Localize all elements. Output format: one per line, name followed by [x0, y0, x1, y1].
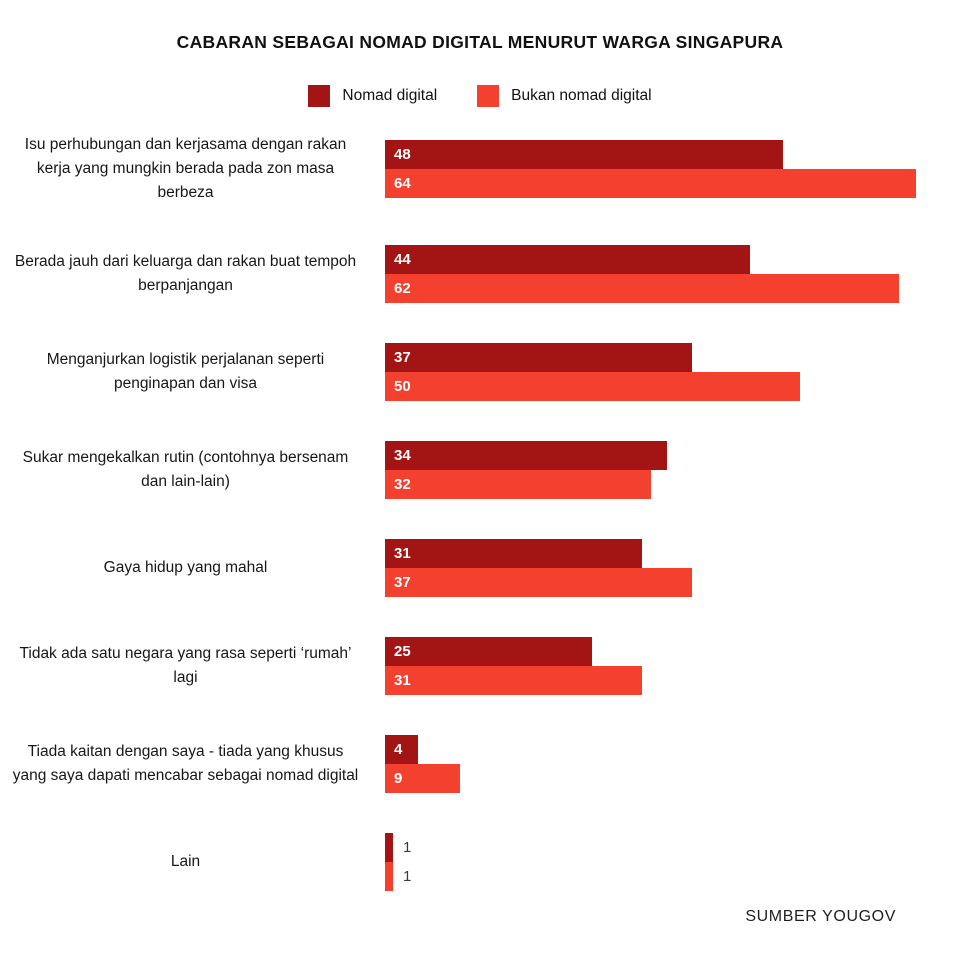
- bar-value: 37: [394, 574, 411, 592]
- legend-swatch-bukan: [477, 85, 500, 107]
- bar-value: 4: [394, 741, 403, 759]
- bar-nomad-digital: 44: [385, 245, 750, 275]
- bar-group: 44 62: [385, 245, 945, 304]
- category-label: Gaya hidup yang mahal: [103, 559, 268, 577]
- source-credit: SUMBER YOUGOV: [745, 908, 896, 925]
- bar-value: 64: [394, 175, 411, 193]
- bar-value: 32: [394, 476, 411, 494]
- category-label: Tiada kaitan dengan saya - tiada yang kh…: [12, 743, 359, 785]
- legend-label-nomad: Nomad digital: [342, 87, 438, 104]
- bar-value: 48: [394, 146, 411, 164]
- bar-nomad-digital: 34: [385, 441, 667, 471]
- chart-row: Sukar mengekalkan rutin (contohnya berse…: [0, 441, 960, 500]
- legend-label-bukan: Bukan nomad digital: [511, 87, 652, 104]
- bar-line: 44: [385, 245, 945, 275]
- bar-line: 50: [385, 372, 945, 402]
- bar-value: 50: [394, 378, 411, 396]
- legend: Nomad digital Bukan nomad digital: [0, 85, 960, 107]
- bar-line: 62: [385, 274, 945, 304]
- chart-row: Gaya hidup yang mahal 31 37: [0, 539, 960, 598]
- category-label: Lain: [170, 853, 201, 871]
- bar-nomad-digital: 4: [385, 735, 418, 765]
- bar-line: 48: [385, 140, 945, 170]
- bar-value: 62: [394, 280, 411, 298]
- bar-bukan-nomad-digital: 32: [385, 470, 651, 500]
- chart-row: Menganjurkan logistik perjalanan seperti…: [0, 343, 960, 402]
- bar-value: 1: [403, 868, 412, 886]
- category-label: Sukar mengekalkan rutin (contohnya berse…: [22, 449, 349, 491]
- bar-value: 25: [394, 643, 411, 661]
- bar-nomad-digital: [385, 833, 393, 863]
- bar-value: 44: [394, 251, 411, 269]
- bar-nomad-digital: 25: [385, 637, 592, 667]
- bar-line: 32: [385, 470, 945, 500]
- bar-line: 31: [385, 539, 945, 569]
- bar-line: 9: [385, 764, 945, 794]
- bar-line: 25: [385, 637, 945, 667]
- bar-bukan-nomad-digital: [385, 862, 393, 892]
- bar-bukan-nomad-digital: 62: [385, 274, 899, 304]
- legend-item-nomad-digital: Nomad digital: [308, 85, 437, 107]
- bar-line: 37: [385, 343, 945, 373]
- bar-group: 25 31: [385, 637, 945, 696]
- bar-group: 34 32: [385, 441, 945, 500]
- chart-row: Isu perhubungan dan kerjasama dengan rak…: [0, 133, 960, 205]
- legend-swatch-nomad: [308, 85, 331, 107]
- bar-line: 1: [385, 833, 945, 863]
- bar-value: 34: [394, 447, 411, 465]
- bar-value: 31: [394, 672, 411, 690]
- bar-bukan-nomad-digital: 50: [385, 372, 800, 402]
- category-label: Isu perhubungan dan kerjasama dengan rak…: [24, 136, 347, 202]
- bar-value: 31: [394, 545, 411, 563]
- bar-group: 48 64: [385, 140, 945, 199]
- chart-row: Tidak ada satu negara yang rasa seperti …: [0, 637, 960, 696]
- bar-line: 31: [385, 666, 945, 696]
- bar-line: 4: [385, 735, 945, 765]
- category-label: Menganjurkan logistik perjalanan seperti…: [46, 351, 325, 393]
- bar-group: 31 37: [385, 539, 945, 598]
- bar-line: 37: [385, 568, 945, 598]
- chart-title: CABARAN SEBAGAI NOMAD DIGITAL MENURUT WA…: [176, 32, 784, 52]
- bar-bukan-nomad-digital: 37: [385, 568, 692, 598]
- chart-row: Berada jauh dari keluarga dan rakan buat…: [0, 245, 960, 304]
- bar-line: 34: [385, 441, 945, 471]
- bar-value: 9: [394, 770, 403, 788]
- bar-nomad-digital: 37: [385, 343, 692, 373]
- category-label: Berada jauh dari keluarga dan rakan buat…: [14, 253, 357, 295]
- bar-value: 1: [403, 839, 412, 857]
- bar-line: 1: [385, 862, 945, 892]
- chart-row: Tiada kaitan dengan saya - tiada yang kh…: [0, 735, 960, 794]
- bar-bukan-nomad-digital: 31: [385, 666, 642, 696]
- legend-item-bukan-nomad-digital: Bukan nomad digital: [477, 85, 652, 107]
- bar-line: 64: [385, 169, 945, 199]
- bar-value: 37: [394, 349, 411, 367]
- bar-group: 37 50: [385, 343, 945, 402]
- bar-nomad-digital: 31: [385, 539, 642, 569]
- chart-row: Lain 1 1: [0, 833, 960, 892]
- category-label: Tidak ada satu negara yang rasa seperti …: [19, 645, 352, 687]
- bar-bukan-nomad-digital: 9: [385, 764, 460, 794]
- bar-chart: Isu perhubungan dan kerjasama dengan rak…: [0, 133, 960, 892]
- bar-nomad-digital: 48: [385, 140, 783, 170]
- bar-bukan-nomad-digital: 64: [385, 169, 916, 199]
